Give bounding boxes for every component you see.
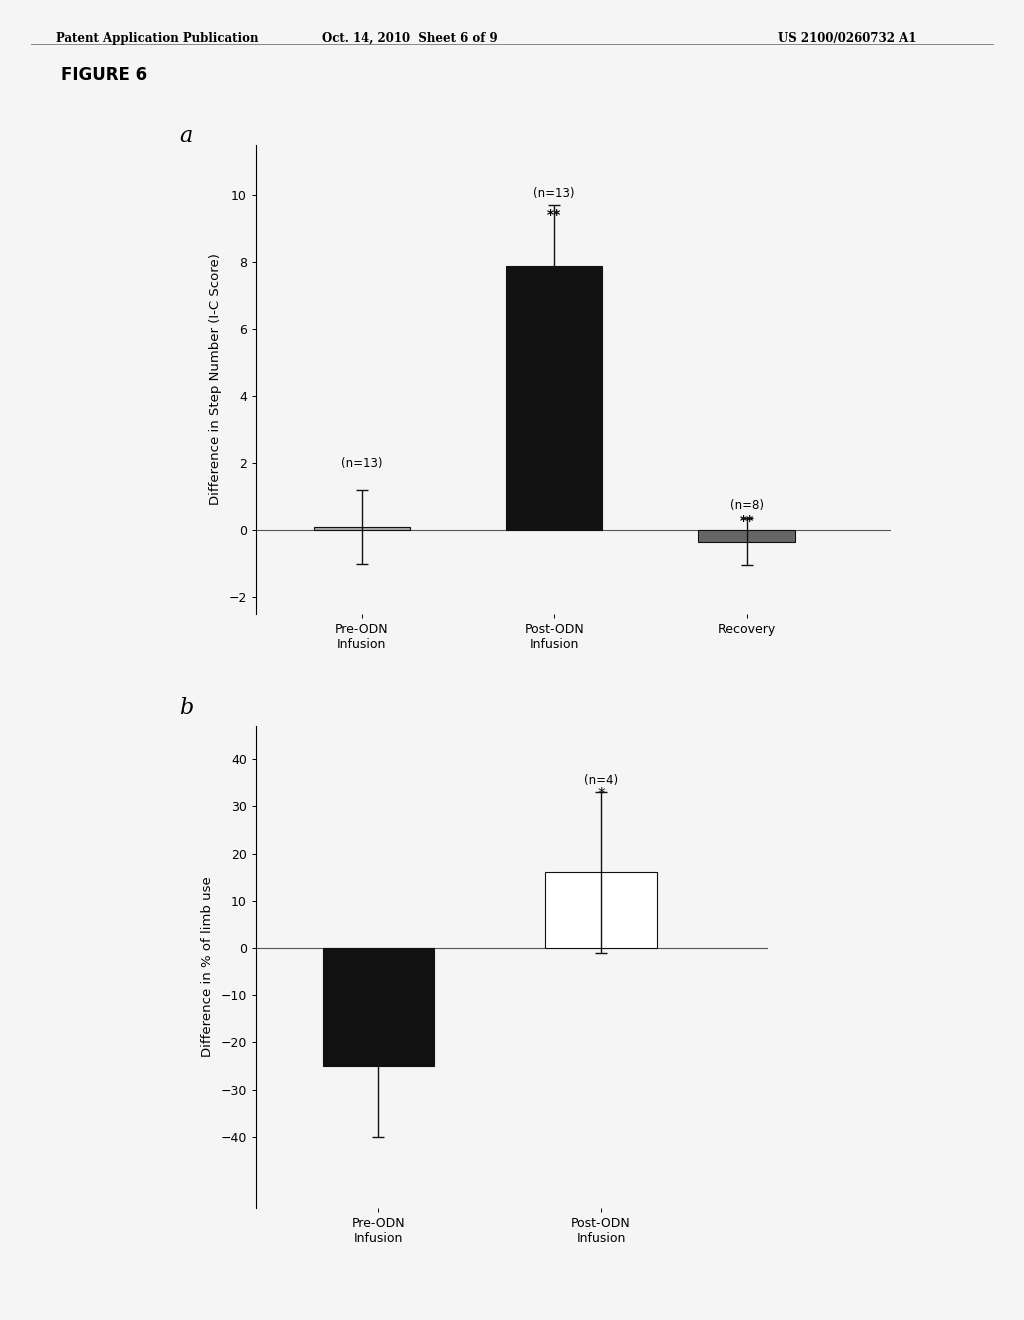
Text: b: b — [179, 697, 194, 719]
Text: (n=13): (n=13) — [341, 457, 383, 470]
Text: **: ** — [547, 209, 561, 222]
Text: Oct. 14, 2010  Sheet 6 of 9: Oct. 14, 2010 Sheet 6 of 9 — [322, 32, 498, 45]
Text: (n=8): (n=8) — [729, 499, 764, 512]
Text: (n=4): (n=4) — [584, 775, 618, 788]
Y-axis label: Difference in % of limb use: Difference in % of limb use — [201, 876, 214, 1057]
Y-axis label: Difference in Step Number (I-C Score): Difference in Step Number (I-C Score) — [209, 253, 221, 506]
Bar — [313, 527, 410, 531]
Bar — [506, 265, 602, 531]
Bar — [546, 873, 656, 948]
Text: *: * — [597, 787, 605, 801]
Bar — [323, 948, 434, 1067]
Text: **: ** — [739, 515, 754, 528]
Text: Patent Application Publication: Patent Application Publication — [56, 32, 259, 45]
Text: US 2100/0260732 A1: US 2100/0260732 A1 — [778, 32, 916, 45]
Text: FIGURE 6: FIGURE 6 — [61, 66, 147, 84]
Text: (n=13): (n=13) — [534, 187, 574, 201]
Text: a: a — [179, 125, 193, 148]
Bar — [698, 531, 795, 541]
